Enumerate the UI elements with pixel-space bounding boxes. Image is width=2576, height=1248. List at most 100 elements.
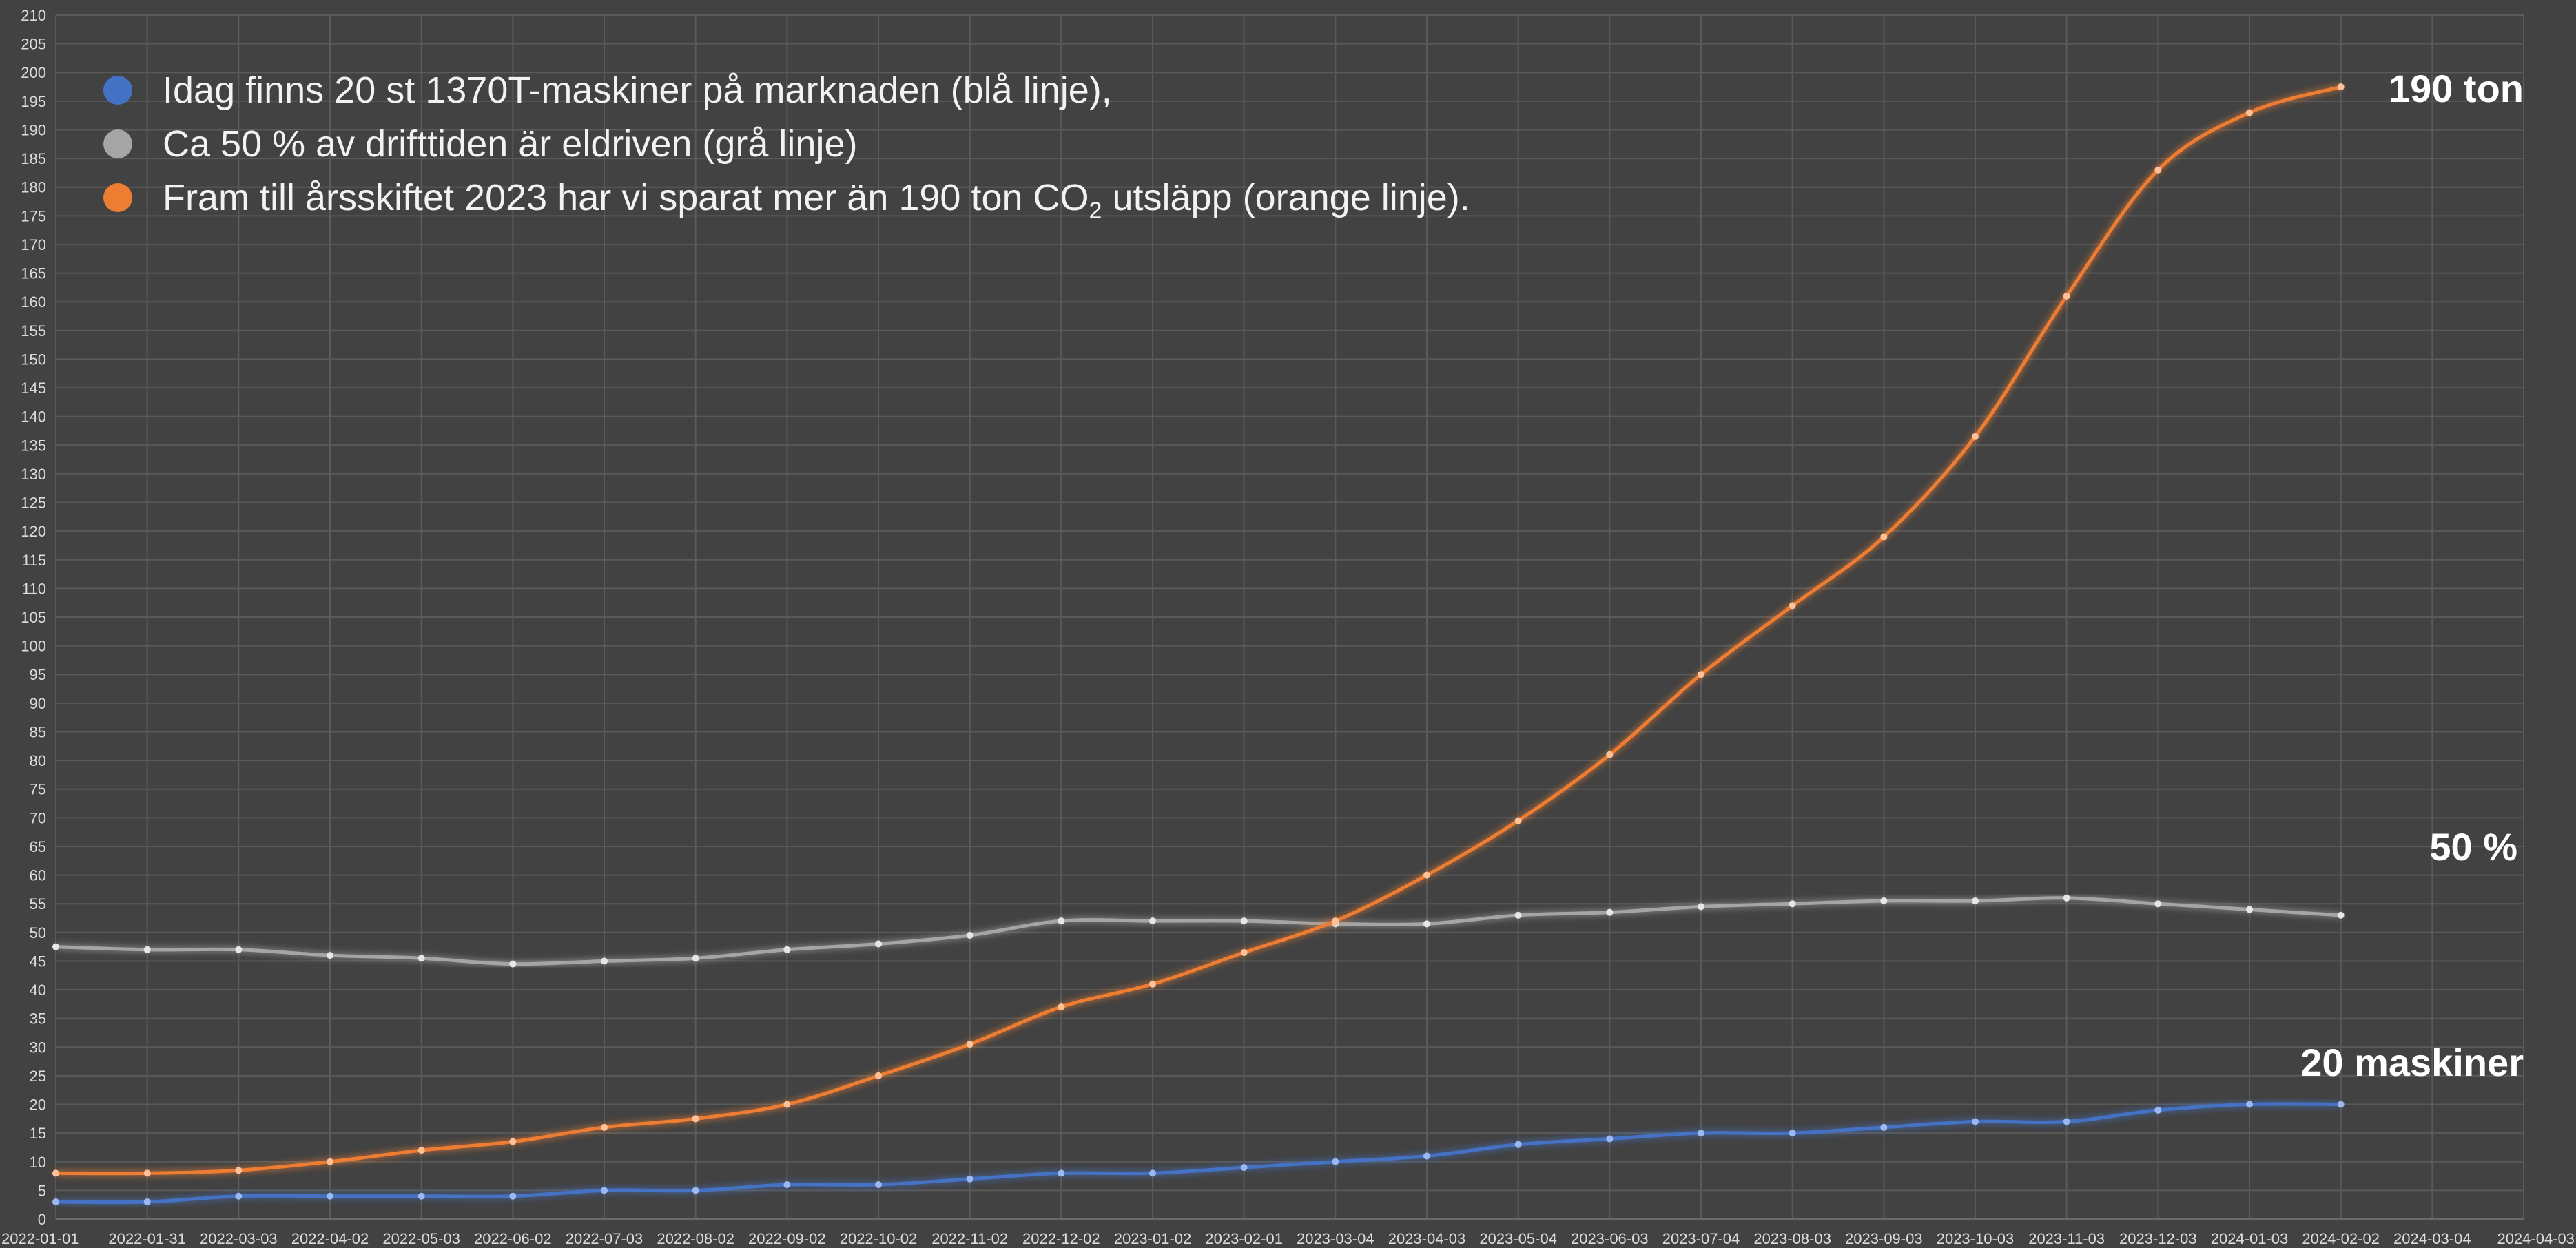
gridlines: 0 5 10 15 20 25 30 35 40 45 50 55 60 65 70 75 80 85 90 95 10… (1, 7, 2575, 1247)
y-tick-label: 65 (30, 838, 46, 855)
orange-series-line (55, 85, 2342, 1176)
y-tick-label: 165 (21, 265, 46, 282)
blue-series-point (1058, 1169, 1065, 1177)
blue-series-point (327, 1192, 333, 1200)
orange-series-point (327, 1158, 333, 1165)
gray-series-point (1058, 917, 1065, 925)
y-tick-label: 140 (21, 408, 46, 426)
gray-series-point (1149, 917, 1156, 925)
orange-series-point (783, 1101, 791, 1108)
y-tick-label: 55 (30, 895, 46, 913)
blue-series-point (783, 1181, 791, 1189)
blue-series-line (55, 1102, 2341, 1205)
blue-series-point (418, 1192, 425, 1200)
x-tick-label: 2022-06-02 (474, 1230, 552, 1247)
x-tick-label: 2022-12-02 (1022, 1230, 1100, 1247)
gray-series-point (875, 940, 882, 948)
y-tick-label: 70 (30, 809, 46, 826)
x-tick-label: 2022-05-03 (382, 1230, 460, 1247)
x-tick-label: 2023-12-03 (2119, 1230, 2197, 1247)
y-tick-label: 45 (30, 953, 46, 970)
x-tick-label: 2023-01-02 (1114, 1230, 1192, 1247)
legend-item-gray: Ca 50 % av drifttiden är eldriven (grå l… (103, 117, 1470, 171)
blue-series-point (2154, 1106, 2162, 1114)
x-tick-label: 2023-11-03 (2028, 1230, 2105, 1247)
blue-series-point (1606, 1135, 1614, 1143)
blue-series-point (966, 1175, 973, 1183)
gray-series-point (143, 946, 151, 953)
legend-item-blue: Idag finns 20 st 1370T-maskiner på markn… (103, 63, 1470, 117)
x-tick-label: 2023-10-03 (1937, 1230, 2015, 1247)
gray-series-point (1789, 900, 1796, 908)
gray-series-point (509, 960, 517, 968)
blue-series-point (1423, 1152, 1430, 1160)
blue-series-point (875, 1181, 882, 1189)
blue-series-point (235, 1192, 243, 1200)
annotation-blue-20-maskiner: 20 maskiner (2300, 1041, 2524, 1084)
gray-series-point (1240, 917, 1248, 925)
legend-item-orange: Fram till årsskiftet 2023 har vi sparat … (103, 171, 1470, 225)
x-tick-label: 2022-01-01 (1, 1230, 79, 1247)
blue-series-point (601, 1187, 608, 1194)
x-tick-label: 2022-04-02 (291, 1230, 369, 1247)
orange-series-point (2154, 166, 2162, 174)
y-tick-label: 135 (21, 437, 46, 454)
x-tick-label: 2022-07-03 (566, 1230, 643, 1247)
y-tick-label: 175 (21, 207, 46, 225)
gray-series-point (692, 955, 699, 962)
orange-series-point (875, 1072, 882, 1079)
y-tick-label: 170 (21, 236, 46, 253)
orange-series-point (2063, 292, 2070, 300)
annotation-orange-190-ton: 190 ton (2388, 67, 2524, 110)
legend-orange-dot-icon (103, 183, 132, 212)
gray-series-point (1606, 908, 1614, 916)
x-tick-label: 2023-07-04 (1662, 1230, 1740, 1247)
gray-series-point (1880, 897, 1888, 905)
y-tick-label: 20 (30, 1096, 46, 1114)
gray-series-point (1698, 903, 1704, 911)
x-tick-label: 2023-05-04 (1479, 1230, 1557, 1247)
y-tick-label: 75 (30, 781, 46, 798)
blue-series-point (509, 1192, 517, 1200)
blue-series-point (2246, 1101, 2253, 1108)
x-tick-label: 2023-04-03 (1388, 1230, 1466, 1247)
x-tick-label: 2024-02-02 (2302, 1230, 2380, 1247)
y-tick-label: 15 (30, 1125, 46, 1142)
legend-orange-label: Fram till årsskiftet 2023 har vi sparat … (163, 177, 1470, 224)
y-tick-label: 180 (21, 179, 46, 196)
y-tick-label: 105 (21, 609, 46, 626)
orange-series-point (1240, 948, 1248, 956)
gray-series-point (2063, 894, 2070, 902)
orange-series-point (1332, 917, 1339, 925)
orange-series-point (143, 1169, 151, 1177)
orange-series-point (1423, 871, 1430, 879)
blue-series-point (1789, 1130, 1796, 1137)
orange-series-point (1698, 671, 1704, 678)
annotation-gray-50-percent: 50 % (2429, 825, 2517, 869)
y-tick-label: 185 (21, 150, 46, 167)
gray-series-point (783, 946, 791, 953)
y-tick-label: 145 (21, 379, 46, 397)
y-tick-label: 205 (21, 36, 46, 53)
x-tick-label: 2024-01-03 (2211, 1230, 2289, 1247)
legend-gray-label: Ca 50 % av drifttiden är eldriven (grå l… (163, 123, 858, 165)
legend-blue-label: Idag finns 20 st 1370T-maskiner på markn… (163, 70, 1112, 111)
blue-series-point (692, 1187, 699, 1194)
gray-series-point (966, 931, 973, 939)
x-tick-label: 2022-08-02 (657, 1230, 734, 1247)
gray-series (52, 894, 2345, 968)
y-tick-label: 50 (30, 924, 46, 942)
orange-series-point (1972, 433, 1979, 440)
gray-series-point (1972, 897, 1979, 905)
y-tick-label: 35 (30, 1010, 46, 1028)
y-tick-label: 60 (30, 867, 46, 884)
blue-series-point (1332, 1158, 1339, 1165)
y-tick-label: 125 (21, 495, 46, 512)
y-tick-label: 100 (21, 638, 46, 655)
orange-series-point (418, 1147, 425, 1154)
y-tick-label: 150 (21, 351, 46, 368)
x-tick-label: 2022-10-02 (840, 1230, 918, 1247)
y-tick-label: 110 (22, 580, 46, 597)
orange-series-point (966, 1041, 973, 1048)
x-tick-label: 2023-06-03 (1571, 1230, 1649, 1247)
